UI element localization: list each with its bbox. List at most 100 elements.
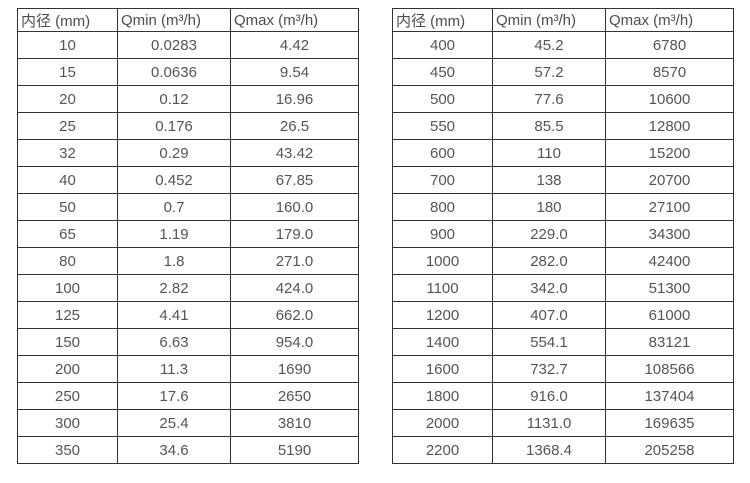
- qmin-cell: 77.6: [492, 85, 606, 113]
- col-header-qmax: Qmax (m³/h): [605, 8, 734, 32]
- table-row: 50 0.7 160.0: [17, 193, 359, 221]
- qmax-cell: 20700: [605, 166, 734, 194]
- qmin-cell: 34.6: [117, 436, 231, 464]
- qmax-cell: 205258: [605, 436, 734, 464]
- table-row: 200 11.3 1690: [17, 355, 359, 383]
- diameter-cell: 800: [392, 193, 493, 221]
- diameter-cell: 500: [392, 85, 493, 113]
- table-row: 1800 916.0 137404: [392, 382, 734, 410]
- qmin-cell: 6.63: [117, 328, 231, 356]
- qmax-cell: 271.0: [230, 247, 359, 275]
- diameter-cell: 40: [17, 166, 118, 194]
- diameter-cell: 2200: [392, 436, 493, 464]
- col-header-diameter: 内径 (mm): [392, 8, 493, 32]
- table-row: 25 0.176 26.5: [17, 112, 359, 140]
- table-row: 15 0.0636 9.54: [17, 58, 359, 86]
- qmax-cell: 2650: [230, 382, 359, 410]
- diameter-cell: 200: [17, 355, 118, 383]
- qmin-cell: 0.7: [117, 193, 231, 221]
- qmin-cell: 1.8: [117, 247, 231, 275]
- table-row: 250 17.6 2650: [17, 382, 359, 410]
- diameter-cell: 80: [17, 247, 118, 275]
- qmax-cell: 15200: [605, 139, 734, 167]
- table-row: 2200 1368.4 205258: [392, 436, 734, 464]
- col-header-qmin: Qmin (m³/h): [492, 8, 606, 32]
- qmax-cell: 8570: [605, 58, 734, 86]
- diameter-cell: 150: [17, 328, 118, 356]
- table-row: 2000 1131.0 169635: [392, 409, 734, 437]
- diameter-cell: 1600: [392, 355, 493, 383]
- table-row: 1000 282.0 42400: [392, 247, 734, 275]
- qmin-cell: 45.2: [492, 31, 606, 59]
- flow-spec-table-left: 内径 (mm) Qmin (m³/h) Qmax (m³/h) 10 0.0283…: [17, 8, 359, 464]
- qmin-cell: 0.452: [117, 166, 231, 194]
- qmax-cell: 160.0: [230, 193, 359, 221]
- qmin-cell: 138: [492, 166, 606, 194]
- diameter-cell: 1800: [392, 382, 493, 410]
- qmin-cell: 1.19: [117, 220, 231, 248]
- table-row: 800 180 27100: [392, 193, 734, 221]
- table-row: 500 77.6 10600: [392, 85, 734, 113]
- flow-spec-table-right: 内径 (mm) Qmin (m³/h) Qmax (m³/h) 400 45.2 6…: [392, 8, 734, 464]
- qmin-cell: 1368.4: [492, 436, 606, 464]
- qmax-cell: 4.42: [230, 31, 359, 59]
- diameter-cell: 20: [17, 85, 118, 113]
- table-row: 900 229.0 34300: [392, 220, 734, 248]
- table-row: 20 0.12 16.96: [17, 85, 359, 113]
- qmax-cell: 5190: [230, 436, 359, 464]
- qmax-cell: 51300: [605, 274, 734, 302]
- diameter-cell: 250: [17, 382, 118, 410]
- qmax-cell: 43.42: [230, 139, 359, 167]
- qmin-cell: 916.0: [492, 382, 606, 410]
- qmin-cell: 732.7: [492, 355, 606, 383]
- table-row: 80 1.8 271.0: [17, 247, 359, 275]
- qmin-cell: 25.4: [117, 409, 231, 437]
- qmin-cell: 110: [492, 139, 606, 167]
- qmin-cell: 0.176: [117, 112, 231, 140]
- diameter-cell: 125: [17, 301, 118, 329]
- qmin-cell: 0.0636: [117, 58, 231, 86]
- qmin-cell: 342.0: [492, 274, 606, 302]
- table-row: 100 2.82 424.0: [17, 274, 359, 302]
- table-row: 300 25.4 3810: [17, 409, 359, 437]
- diameter-cell: 15: [17, 58, 118, 86]
- qmax-cell: 424.0: [230, 274, 359, 302]
- qmin-cell: 554.1: [492, 328, 606, 356]
- qmin-cell: 0.29: [117, 139, 231, 167]
- qmin-cell: 282.0: [492, 247, 606, 275]
- qmin-cell: 17.6: [117, 382, 231, 410]
- qmax-cell: 137404: [605, 382, 734, 410]
- table-row: 400 45.2 6780: [392, 31, 734, 59]
- table-row: 32 0.29 43.42: [17, 139, 359, 167]
- qmin-cell: 2.82: [117, 274, 231, 302]
- col-header-qmin: Qmin (m³/h): [117, 8, 231, 32]
- qmin-cell: 57.2: [492, 58, 606, 86]
- diameter-cell: 550: [392, 112, 493, 140]
- qmin-cell: 4.41: [117, 301, 231, 329]
- qmax-cell: 34300: [605, 220, 734, 248]
- diameter-cell: 300: [17, 409, 118, 437]
- table-row: 1200 407.0 61000: [392, 301, 734, 329]
- qmin-cell: 180: [492, 193, 606, 221]
- qmin-cell: 0.12: [117, 85, 231, 113]
- table-row: 600 110 15200: [392, 139, 734, 167]
- diameter-cell: 50: [17, 193, 118, 221]
- diameter-cell: 25: [17, 112, 118, 140]
- table-header-row: 内径 (mm) Qmin (m³/h) Qmax (m³/h): [392, 8, 734, 32]
- qmax-cell: 16.96: [230, 85, 359, 113]
- qmax-cell: 108566: [605, 355, 734, 383]
- diameter-cell: 600: [392, 139, 493, 167]
- diameter-cell: 1400: [392, 328, 493, 356]
- qmin-cell: 407.0: [492, 301, 606, 329]
- col-header-qmax: Qmax (m³/h): [230, 8, 359, 32]
- diameter-cell: 10: [17, 31, 118, 59]
- qmin-cell: 85.5: [492, 112, 606, 140]
- table-row: 450 57.2 8570: [392, 58, 734, 86]
- table-row: 40 0.452 67.85: [17, 166, 359, 194]
- diameter-cell: 1000: [392, 247, 493, 275]
- col-header-diameter: 内径 (mm): [17, 8, 118, 32]
- diameter-cell: 65: [17, 220, 118, 248]
- diameter-cell: 450: [392, 58, 493, 86]
- table-row: 10 0.0283 4.42: [17, 31, 359, 59]
